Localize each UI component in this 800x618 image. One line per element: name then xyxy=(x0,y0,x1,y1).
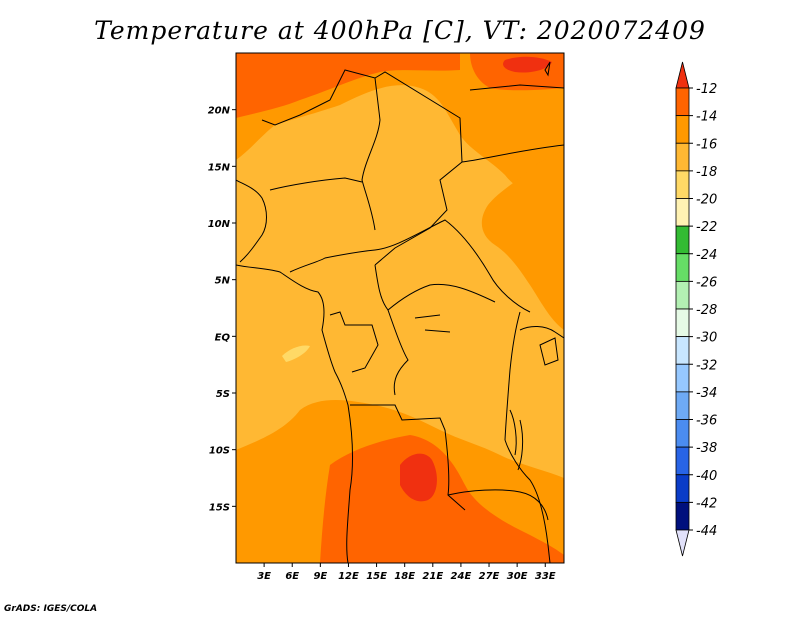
lat-tick-label: 15S xyxy=(209,502,230,513)
map-title: Temperature at 400hPa [C], VT: 202007240… xyxy=(94,16,706,45)
lat-tick-label: 5N xyxy=(215,276,231,287)
colorbar-label: -18 xyxy=(696,165,717,180)
colorbar-label: -30 xyxy=(696,331,717,346)
colorbar-label: -44 xyxy=(696,524,717,539)
lat-tick-label: 10S xyxy=(209,446,230,457)
lon-tick-label: 27E xyxy=(479,571,500,582)
band-minus12-north xyxy=(236,53,460,118)
colorbar-swatch xyxy=(675,280,690,310)
colorbar-swatch xyxy=(675,87,690,117)
lon-tick-label: 21E xyxy=(422,571,443,582)
colorbar-swatch xyxy=(675,225,690,255)
colorbar-swatch xyxy=(675,474,690,503)
country-borders xyxy=(236,61,564,563)
lon-tick-label: 3E xyxy=(257,571,271,582)
colorbar-label: -42 xyxy=(696,496,717,511)
colorbar-swatch xyxy=(675,501,690,531)
lon-tick-label: 33E xyxy=(535,571,556,582)
colorbar-swatch xyxy=(675,363,690,393)
lat-tick-label: 15N xyxy=(208,162,231,173)
map-frame xyxy=(235,52,565,564)
colorbar-label: -40 xyxy=(696,469,717,484)
colorbar: -12 -14 -16 -18 -20 -22 -24 -26 -28 -30 -32 -34 -36 -… xyxy=(675,61,717,557)
colorbar-swatch xyxy=(675,336,690,365)
colorbar-swatch xyxy=(675,446,690,476)
band-minus10-northeast xyxy=(503,56,552,73)
colorbar-label: -38 xyxy=(696,441,717,456)
colorbar-label: -16 xyxy=(696,137,717,152)
lon-tick-label: 24E xyxy=(451,571,472,582)
colorbar-label: -28 xyxy=(696,303,717,318)
colorbar-bottom-arrow xyxy=(675,529,690,557)
colorbar-label: -26 xyxy=(696,275,717,290)
lon-tick-label: 30E xyxy=(507,571,528,582)
credit-label: GrADS: IGES/COLA xyxy=(4,604,98,614)
lat-tick-label: EQ xyxy=(215,332,231,343)
lon-tick-label: 15E xyxy=(366,571,387,582)
colorbar-label: -12 xyxy=(696,82,717,97)
temperature-field xyxy=(236,53,564,563)
latitude-axis: 20N 15N 10N 5N EQ 5S 10S 15S xyxy=(208,106,236,513)
colorbar-label: -34 xyxy=(696,386,717,401)
colorbar-label: -22 xyxy=(696,220,717,235)
colorbar-swatch xyxy=(675,308,690,338)
lon-tick-label: 12E xyxy=(338,571,359,582)
colorbar-swatch xyxy=(675,198,690,227)
lon-tick-label: 9E xyxy=(313,571,327,582)
colorbar-swatch xyxy=(675,170,690,199)
colorbar-label: -36 xyxy=(696,414,717,429)
colorbar-swatch xyxy=(675,419,690,448)
colorbar-swatch xyxy=(675,391,690,420)
lat-tick-label: 5S xyxy=(216,389,230,400)
lon-tick-label: 18E xyxy=(394,571,415,582)
band-minus14-east xyxy=(481,150,564,330)
colorbar-label: -20 xyxy=(696,193,717,208)
colorbar-swatch xyxy=(675,115,690,144)
longitude-axis: 3E 6E 9E 12E 15E 18E 21E 24E 27E 30E 33E xyxy=(257,563,556,582)
lon-tick-label: 6E xyxy=(285,571,299,582)
colorbar-swatch xyxy=(675,253,690,282)
colorbar-label: -32 xyxy=(696,358,717,373)
colorbar-label: -24 xyxy=(696,248,717,263)
lat-tick-label: 20N xyxy=(208,106,231,117)
band-minus12-south xyxy=(320,435,564,563)
colorbar-label: -14 xyxy=(696,110,717,125)
band-minus10-south xyxy=(400,453,437,502)
band-minus18-patch xyxy=(282,345,310,362)
colorbar-swatch xyxy=(675,142,690,172)
colorbar-top-arrow xyxy=(675,61,690,89)
lat-tick-label: 10N xyxy=(208,219,231,230)
